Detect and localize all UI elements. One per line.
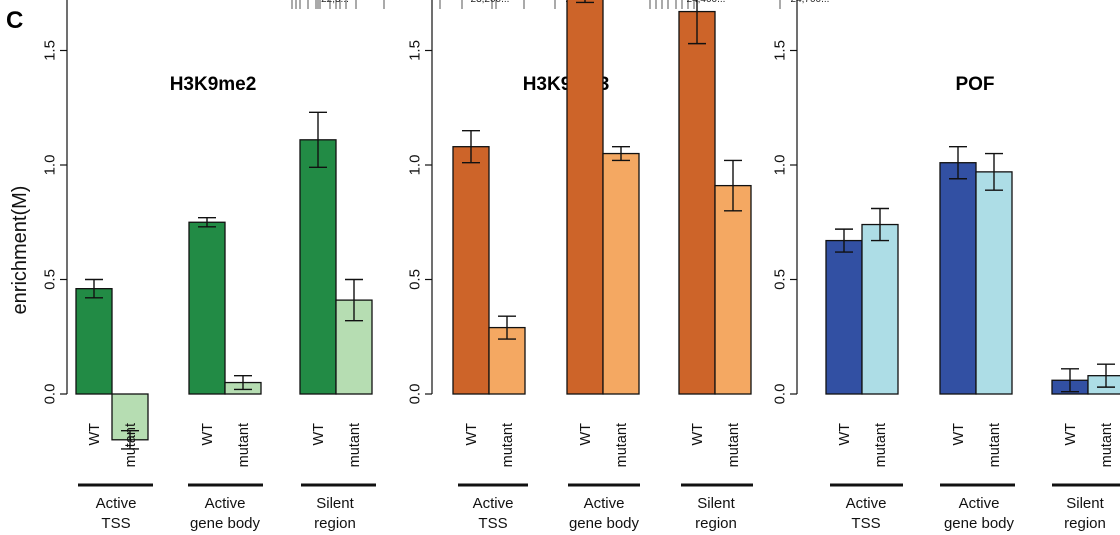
bar-mutant — [602, 152, 640, 395]
chart-panels: H3K9me20.00.51.01.52.02.5WTmutantActiveT… — [41, 0, 1120, 532]
category-label: mutant — [1099, 423, 1115, 467]
group-label: Active — [959, 495, 1000, 512]
group-label: region — [314, 515, 356, 532]
y-tick-label: 1.5 — [41, 40, 58, 61]
track-coordinate-label: 23,200... — [471, 0, 510, 5]
panel-title: POF — [955, 74, 994, 95]
bar-wt — [75, 288, 113, 395]
group-label: Active — [205, 495, 246, 512]
y-tick-label: 1.5 — [771, 40, 788, 61]
track-coordinate-label: 24,700... — [791, 0, 830, 5]
y-tick-label: 0.0 — [771, 384, 788, 405]
track-coordinate-label: 22,3... — [321, 0, 349, 5]
group-label: Active — [473, 495, 514, 512]
category-label: WT — [837, 423, 853, 446]
y-tick-label: 0.0 — [406, 384, 423, 405]
category-label: mutant — [123, 423, 139, 467]
bar-wt — [678, 10, 716, 395]
chart-panel-h3k9me2: H3K9me20.00.51.01.52.02.5WTmutantActiveT… — [41, 0, 376, 532]
group-label: Active — [584, 495, 625, 512]
group-label: Active — [846, 495, 887, 512]
y-tick-label: 1.5 — [406, 40, 423, 61]
bar-mutant — [488, 326, 526, 395]
y-tick-label: 1.0 — [406, 155, 423, 176]
y-tick-label: 0.0 — [41, 384, 58, 405]
group-label: gene body — [190, 515, 261, 532]
chart-panel-pof: POF0.00.51.01.52.02.5WTmutantActiveTSSWT… — [771, 0, 1120, 532]
category-label: mutant — [726, 423, 742, 467]
category-label: WT — [951, 423, 967, 446]
group-label: Active — [96, 495, 137, 512]
bar-wt — [188, 221, 226, 395]
bar-wt — [825, 239, 863, 395]
group-label: TSS — [478, 515, 507, 532]
y-tick-label: 1.0 — [41, 155, 58, 176]
panel-letter: C — [6, 7, 23, 34]
category-label: mutant — [236, 423, 252, 467]
y-tick-label: 0.5 — [406, 269, 423, 290]
bar-mutant — [975, 171, 1013, 395]
group-label: gene body — [944, 515, 1015, 532]
top-track-strip: 22,3...23,200...23,800...24,400...24,700… — [291, 0, 830, 9]
bar-wt — [939, 162, 977, 395]
group-label: Silent — [1066, 495, 1104, 512]
y-tick-label: 0.5 — [41, 269, 58, 290]
group-label: Silent — [316, 495, 354, 512]
category-label: WT — [200, 423, 216, 446]
bar-mutant — [1087, 375, 1120, 395]
group-label: gene body — [569, 515, 640, 532]
category-label: mutant — [987, 423, 1003, 467]
group-label: region — [1064, 515, 1106, 532]
bar-mutant — [714, 184, 752, 395]
group-label: region — [695, 515, 737, 532]
track-coordinate-label: 24,400... — [687, 0, 726, 5]
panel-title: H3K9me2 — [170, 74, 257, 95]
category-label: WT — [690, 423, 706, 446]
category-label: WT — [1063, 423, 1079, 446]
y-tick-label: 0.5 — [771, 269, 788, 290]
group-label: TSS — [101, 515, 130, 532]
y-tick-label: 1.0 — [771, 155, 788, 176]
group-label: TSS — [851, 515, 880, 532]
chart-panel-h3k9me3: H3K9me30.00.51.01.52.02.5WTmutantActiveT… — [406, 0, 753, 532]
category-label: WT — [464, 423, 480, 446]
category-label: WT — [311, 423, 327, 446]
y-axis-label: enrichment(M) — [9, 186, 31, 315]
category-label: mutant — [873, 423, 889, 467]
group-label: Silent — [697, 495, 735, 512]
bar-mutant — [861, 223, 899, 395]
category-label: mutant — [347, 423, 363, 467]
bar-wt — [299, 139, 337, 395]
category-label: WT — [87, 423, 103, 446]
category-label: mutant — [614, 423, 630, 467]
bar-wt — [566, 0, 604, 395]
category-label: mutant — [500, 423, 516, 467]
bar-wt — [452, 146, 490, 395]
category-label: WT — [578, 423, 594, 446]
